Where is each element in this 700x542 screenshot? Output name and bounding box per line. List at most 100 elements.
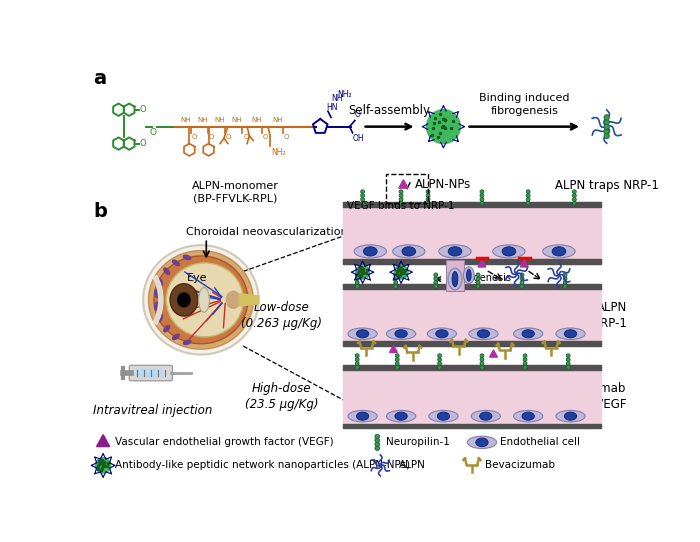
Circle shape [476, 273, 480, 277]
Text: O: O [244, 133, 248, 140]
Circle shape [523, 358, 527, 362]
Circle shape [426, 201, 430, 205]
Text: NH: NH [331, 94, 342, 104]
Circle shape [566, 362, 570, 365]
Text: ALPN
traps NRP-1: ALPN traps NRP-1 [556, 301, 626, 330]
Circle shape [394, 277, 398, 281]
Polygon shape [478, 260, 486, 267]
Polygon shape [520, 260, 528, 267]
Circle shape [394, 285, 398, 288]
Circle shape [480, 190, 484, 193]
Text: ALPN-monomer
(BP-FFVLK-RPL): ALPN-monomer (BP-FFVLK-RPL) [192, 180, 279, 204]
Text: O: O [262, 133, 268, 140]
Ellipse shape [468, 436, 496, 448]
Text: Angiogenesis: Angiogenesis [447, 273, 512, 282]
Ellipse shape [502, 247, 516, 256]
Ellipse shape [393, 245, 425, 258]
Circle shape [375, 434, 379, 439]
Ellipse shape [395, 330, 407, 338]
Circle shape [360, 197, 365, 201]
Text: Endothelial cell: Endothelial cell [500, 437, 580, 447]
Circle shape [356, 265, 370, 279]
Circle shape [438, 354, 442, 358]
Text: VEGF binds to NRP-1: VEGF binds to NRP-1 [347, 201, 455, 210]
Circle shape [480, 197, 484, 201]
Ellipse shape [448, 268, 462, 290]
Ellipse shape [164, 325, 169, 332]
Circle shape [566, 354, 570, 358]
Circle shape [375, 442, 379, 447]
Circle shape [426, 197, 430, 201]
Circle shape [564, 281, 567, 285]
Circle shape [434, 285, 438, 288]
Ellipse shape [514, 328, 542, 339]
Circle shape [564, 285, 567, 288]
FancyBboxPatch shape [130, 365, 172, 380]
Ellipse shape [564, 330, 577, 338]
Ellipse shape [452, 272, 458, 287]
Circle shape [394, 265, 408, 279]
Bar [344, 365, 601, 370]
Text: NH: NH [251, 117, 262, 123]
Circle shape [526, 193, 530, 197]
Circle shape [356, 365, 359, 369]
Circle shape [426, 109, 461, 144]
Circle shape [520, 285, 524, 288]
Circle shape [438, 365, 442, 369]
Ellipse shape [158, 278, 162, 285]
Circle shape [356, 362, 359, 365]
Text: NH: NH [232, 117, 242, 123]
Circle shape [356, 285, 359, 288]
Ellipse shape [167, 263, 244, 337]
Circle shape [480, 354, 484, 358]
Text: NH: NH [214, 117, 225, 123]
Ellipse shape [148, 250, 253, 349]
Circle shape [573, 193, 576, 197]
Ellipse shape [448, 247, 462, 256]
Text: O: O [140, 105, 146, 114]
Circle shape [476, 277, 480, 281]
Circle shape [434, 281, 438, 285]
Text: NH: NH [180, 117, 190, 123]
Ellipse shape [164, 268, 169, 274]
Bar [344, 202, 601, 264]
Ellipse shape [471, 410, 500, 422]
Circle shape [523, 354, 527, 358]
Circle shape [526, 197, 530, 201]
Circle shape [526, 190, 530, 193]
Circle shape [480, 362, 484, 365]
Circle shape [438, 358, 442, 362]
Circle shape [95, 458, 111, 473]
Bar [344, 285, 601, 346]
Circle shape [566, 365, 570, 369]
Text: ALPN-NPs: ALPN-NPs [415, 178, 472, 191]
Circle shape [356, 281, 359, 285]
Ellipse shape [356, 412, 369, 420]
Ellipse shape [463, 267, 475, 283]
Ellipse shape [155, 290, 159, 298]
Text: O: O [209, 133, 214, 140]
Circle shape [375, 438, 379, 443]
Ellipse shape [522, 412, 534, 420]
Text: Intravitreal injection: Intravitreal injection [92, 404, 212, 417]
Text: Choroidal neovascularization: Choroidal neovascularization [186, 227, 347, 237]
Ellipse shape [356, 330, 369, 338]
Circle shape [399, 197, 403, 201]
Bar [344, 285, 601, 289]
Circle shape [573, 190, 576, 193]
Text: Bevacizumab: Bevacizumab [485, 461, 555, 470]
Circle shape [564, 273, 567, 277]
Circle shape [480, 193, 484, 197]
Text: Neuropilin-1: Neuropilin-1 [386, 437, 450, 447]
Ellipse shape [183, 255, 191, 260]
Polygon shape [389, 345, 398, 352]
Ellipse shape [154, 256, 248, 344]
Circle shape [395, 362, 399, 365]
Polygon shape [239, 294, 258, 306]
Ellipse shape [476, 438, 488, 447]
Text: Bevacizumab
binds to VEGF: Bevacizumab binds to VEGF [544, 383, 626, 411]
Text: Vascular endothelial growth factor (VEGF): Vascular endothelial growth factor (VEGF… [116, 437, 334, 447]
Ellipse shape [173, 334, 179, 340]
Circle shape [438, 362, 442, 365]
Text: Low-dose
(0.263 µg/Kg): Low-dose (0.263 µg/Kg) [241, 301, 322, 330]
